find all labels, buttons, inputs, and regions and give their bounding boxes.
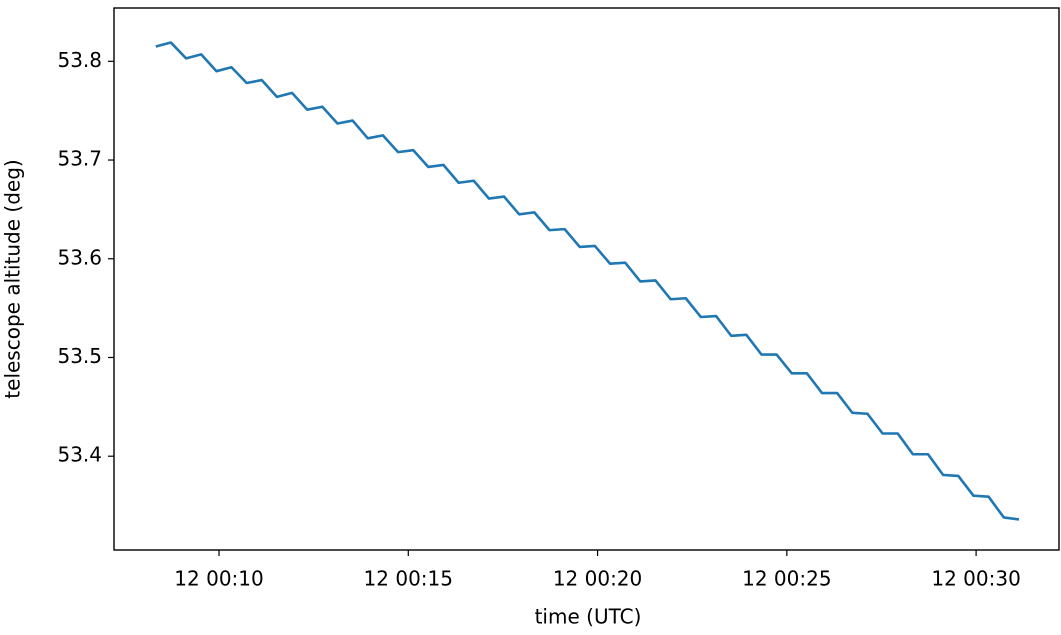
y-tick-label: 53.7 (57, 147, 102, 171)
x-tick-label: 12 00:10 (174, 567, 263, 591)
x-axis-label: time (UTC) (535, 605, 642, 629)
y-tick-label: 53.5 (57, 344, 102, 368)
x-tick-label: 12 00:15 (364, 567, 453, 591)
plot-frame (113, 7, 1060, 551)
y-tick-label: 53.6 (57, 245, 102, 269)
y-tick-label: 53.4 (57, 443, 102, 467)
y-axis-label: telescope altitude (deg) (1, 159, 25, 398)
data-line (155, 41, 1020, 521)
x-tick-label: 12 00:20 (553, 567, 642, 591)
x-tick-label: 12 00:25 (742, 567, 831, 591)
x-tick-label: 12 00:30 (931, 567, 1020, 591)
y-tick-label: 53.8 (57, 48, 102, 72)
